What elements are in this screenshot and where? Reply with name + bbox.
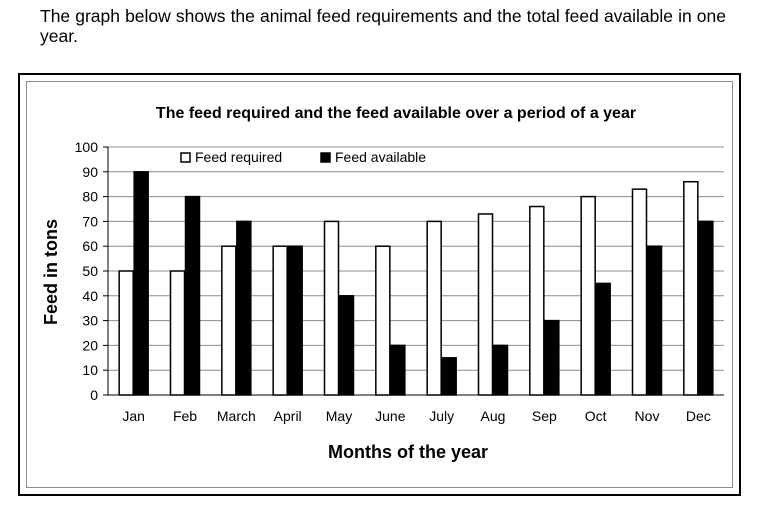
x-tick-label: Nov [635,408,660,424]
bar-feed-available-oct [595,282,611,396]
x-axis-ticks: Jan Feb March April May June July Aug Sep Oct Nov D… [122,408,710,424]
bar-feed-available-dec [698,220,714,396]
y-tick-label: 70 [82,213,98,229]
legend-label: Feed available [335,149,426,165]
y-tick-label: 20 [82,337,98,353]
legend-label: Feed required [195,149,282,165]
x-tick-label: March [217,408,256,424]
bar-feed-required-dec [683,180,699,396]
y-tick-label: 90 [82,164,98,180]
bar-feed-available-april [287,245,303,396]
legend-swatch [180,152,191,163]
x-tick-label: Aug [481,408,506,424]
bar-feed-required-nov [631,188,648,396]
chart-title: The feed required and the feed available… [156,105,636,122]
bar-feed-available-aug [492,344,509,396]
x-tick-label: June [375,408,406,424]
y-tick-label: 80 [82,189,98,205]
bar-feed-available-may [338,295,355,396]
y-axis-ticks: 0 10 20 30 40 50 60 70 80 90 100 [75,139,108,403]
y-tick-label: 60 [82,238,98,254]
x-tick-label: Oct [585,408,607,424]
x-tick-label: April [274,408,302,424]
bar-feed-available-jan [133,171,149,396]
bar-feed-required-oct [580,195,596,396]
bar-feed-required-april [272,245,288,396]
x-tick-label: July [429,408,454,424]
bar-feed-required-jan [118,270,134,396]
bar-feed-available-march [236,220,252,396]
bar-feed-available-nov [646,245,663,396]
y-tick-label: 10 [82,362,98,378]
bar-feed-required-sep [529,205,545,396]
x-tick-label: Feb [173,408,197,424]
bar-feed-required-march [221,245,237,396]
bar-feed-required-july [426,220,442,396]
y-tick-label: 40 [82,288,98,304]
bar-feed-available-sep [544,319,560,396]
x-tick-label: Dec [686,408,711,424]
bars [118,171,714,396]
y-axis-label: Feed in tons [41,219,61,325]
y-tick-label: 50 [82,263,98,279]
chart-area-border [26,81,733,488]
y-tick-label: 30 [82,313,98,329]
bar-feed-available-june [390,344,406,396]
y-tick-label: 100 [75,139,99,155]
x-tick-label: Sep [532,408,557,424]
grid-lines [107,146,724,396]
legend: Feed required Feed available [180,149,426,165]
bar-feed-required-june [375,245,391,396]
intro-text: The graph below shows the animal feed re… [40,6,726,46]
bar-feed-available-feb [184,195,201,396]
x-tick-label: May [326,408,352,424]
bar-feed-required-may [323,220,340,396]
bar-feed-available-july [441,357,457,396]
x-axis-label: Months of the year [328,442,488,462]
bar-feed-required-aug [477,213,494,396]
bar-feed-required-feb [169,270,186,396]
legend-swatch [320,152,331,163]
x-tick-label: Jan [122,408,145,424]
y-tick-label: 0 [90,387,98,403]
